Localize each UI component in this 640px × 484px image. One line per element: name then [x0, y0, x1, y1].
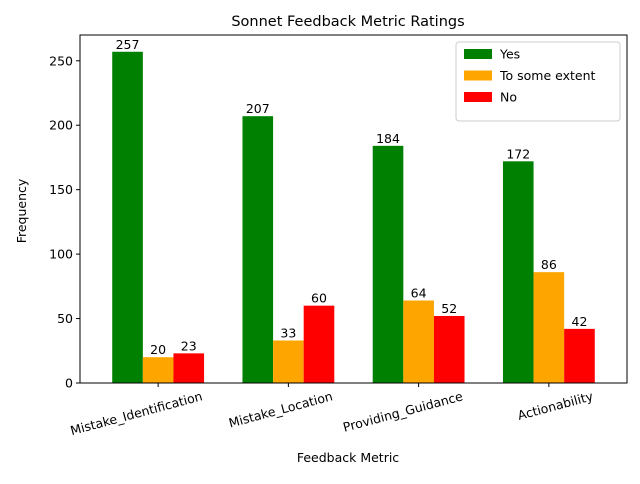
x-axis-label: Feedback Metric: [297, 450, 399, 465]
bar: [372, 145, 404, 383]
bar: [403, 300, 434, 383]
bar: [533, 272, 565, 383]
chart-title: Sonnet Feedback Metric Ratings: [231, 14, 464, 30]
legend-box: [455, 41, 621, 122]
bar: [273, 340, 304, 383]
bar-value-label: 42: [572, 314, 588, 329]
y-tick-label: 200: [49, 118, 73, 133]
bar-value-label: 52: [441, 301, 457, 316]
bar-value-label: 23: [181, 338, 197, 353]
axes-frame: [79, 34, 628, 384]
y-axis-label: Frequency: [14, 178, 29, 243]
bar: [502, 161, 534, 383]
bar: [242, 116, 274, 383]
x-tick-label: Providing_Guidance: [341, 388, 464, 435]
y-tick-label: 250: [49, 53, 73, 68]
bar: [173, 353, 205, 383]
legend: Yes To some extent No: [455, 41, 621, 122]
bar-value-label: 60: [311, 291, 327, 306]
bar-value-label: 86: [541, 257, 557, 272]
legend-label: Yes: [499, 47, 520, 62]
bar-value-label: 257: [116, 37, 140, 52]
bar-value-label: 184: [376, 131, 400, 146]
x-tick-label: Mistake_Identification: [69, 388, 204, 438]
y-tick-label: 50: [57, 311, 73, 326]
bar-value-label: 207: [246, 101, 270, 116]
legend-swatch: [464, 49, 492, 59]
y-tick-label: 0: [65, 376, 73, 391]
legend-swatch: [464, 70, 492, 81]
legend-label: No: [500, 90, 517, 105]
bar-value-label: 20: [150, 342, 166, 357]
bar-value-label: 33: [280, 325, 296, 340]
x-tick-label: Mistake_Location: [227, 388, 334, 430]
y-tick-label: 150: [49, 182, 73, 197]
bar: [142, 357, 174, 383]
x-tick-label: Actionability: [516, 388, 595, 423]
bar: [564, 328, 595, 383]
bar-value-label: 172: [506, 146, 530, 161]
bar: [433, 315, 465, 383]
legend-label: To some extent: [499, 68, 596, 83]
bar: [303, 305, 335, 383]
legend-swatch: [464, 92, 492, 102]
y-tick-label: 100: [49, 247, 73, 262]
bar: [112, 51, 143, 383]
bar-value-label: 64: [411, 286, 427, 301]
